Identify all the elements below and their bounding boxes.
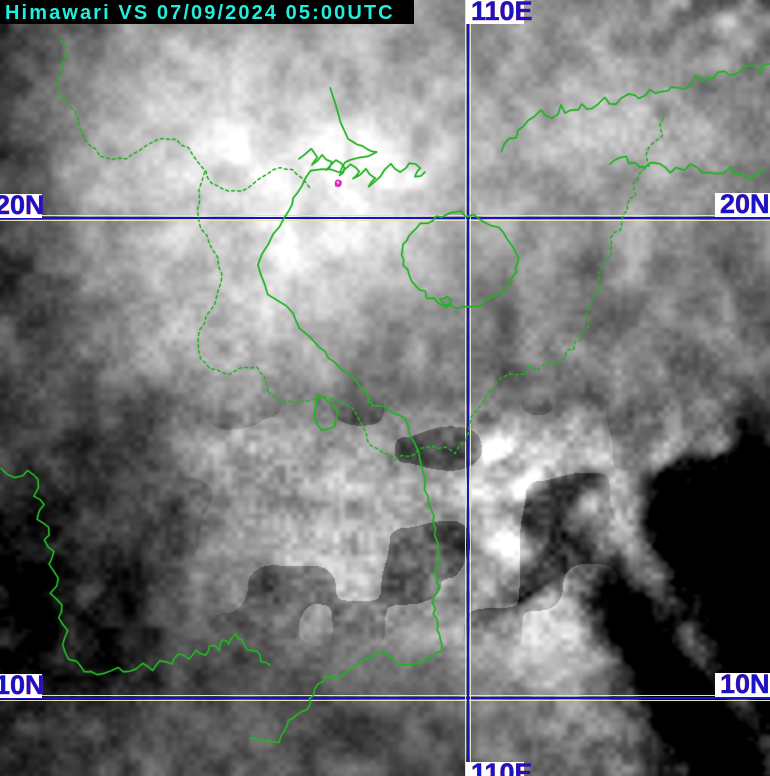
svg-text:110E: 110E — [471, 758, 533, 776]
svg-text:20N: 20N — [720, 189, 770, 219]
svg-text:110E: 110E — [471, 0, 533, 26]
svg-text:10N: 10N — [0, 670, 45, 700]
svg-text:10N: 10N — [720, 669, 770, 699]
svg-text:20N: 20N — [0, 190, 45, 220]
svg-text:Himawari VS 07/09/2024 05:00UT: Himawari VS 07/09/2024 05:00UTC — [5, 2, 395, 24]
